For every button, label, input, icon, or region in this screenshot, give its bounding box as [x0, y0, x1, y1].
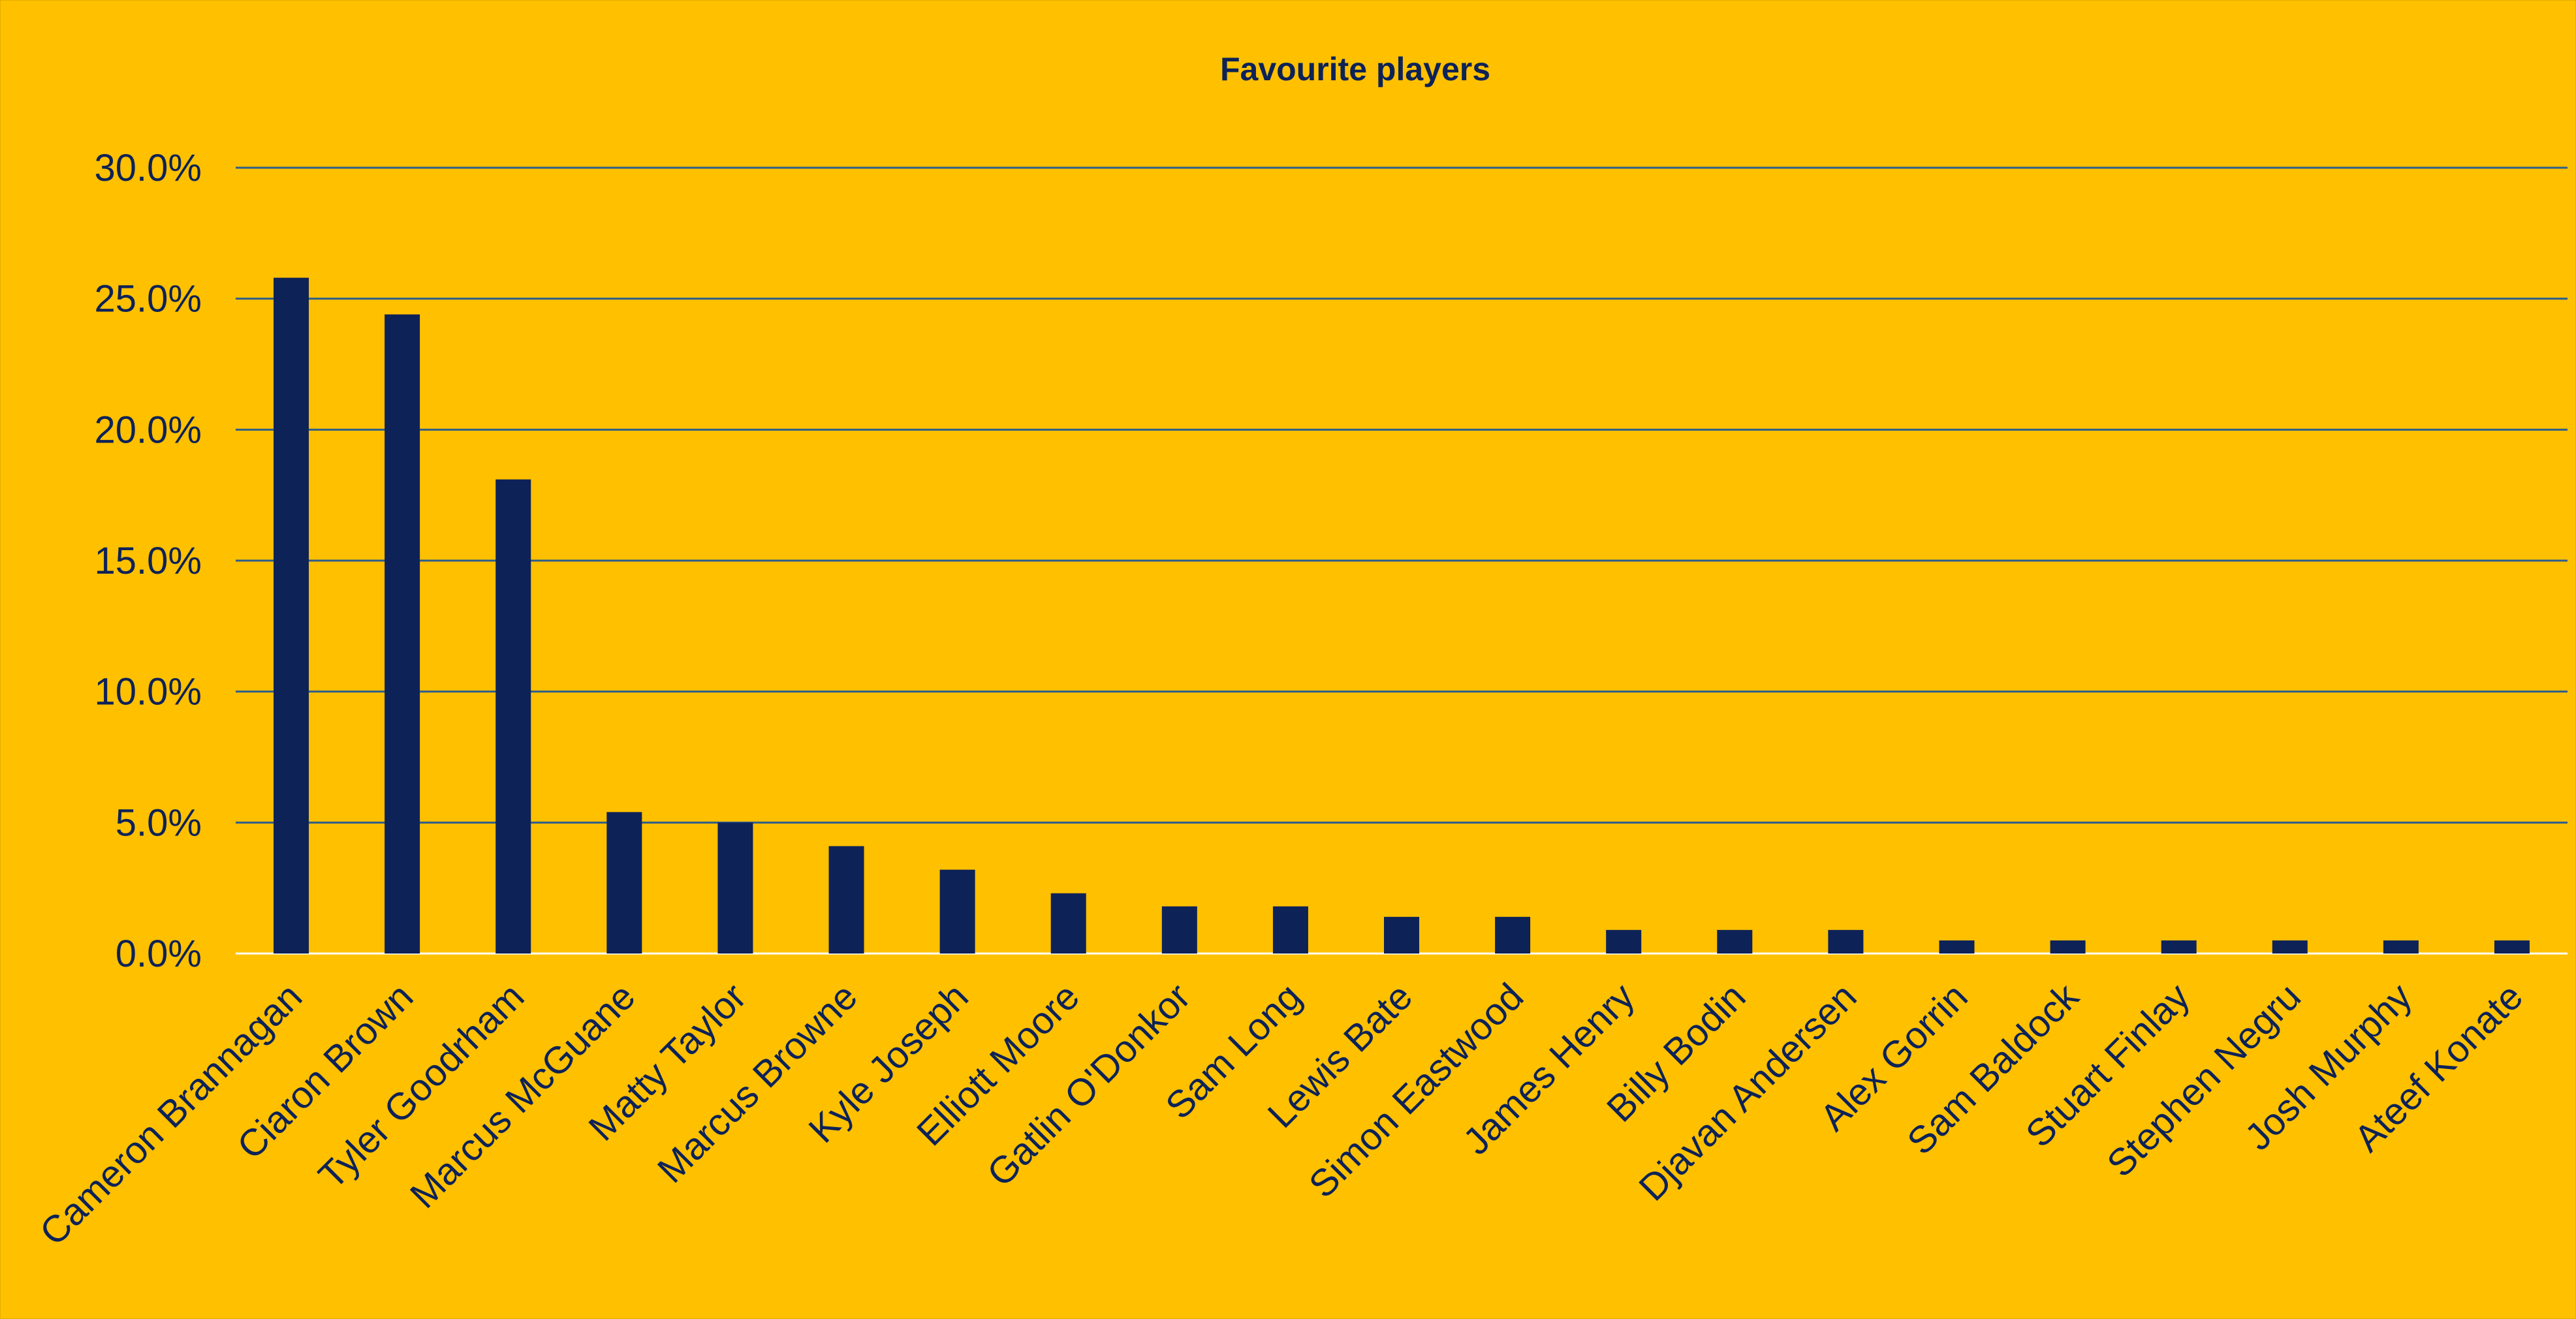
- bars: [274, 277, 2530, 954]
- bar: [1272, 906, 1308, 954]
- bar: [1384, 916, 1419, 954]
- bar: [1717, 929, 1753, 954]
- bar: [1939, 940, 1975, 954]
- x-tick-label: Tyler Goodrham: [310, 975, 532, 1197]
- x-tick-label: Stephen Negru: [2099, 975, 2309, 1185]
- gridlines: [236, 166, 2568, 955]
- bar: [2272, 940, 2308, 954]
- y-tick-label: 30.0%: [95, 147, 202, 189]
- chart-title: Favourite players: [1220, 51, 1490, 87]
- bar: [1495, 916, 1531, 954]
- bar: [1161, 906, 1197, 954]
- bar: [939, 869, 975, 954]
- bar: [828, 846, 864, 954]
- bar: [274, 277, 309, 954]
- bar: [2161, 940, 2197, 954]
- bar: [2383, 940, 2419, 954]
- bar: [1050, 893, 1086, 954]
- bar: [606, 812, 642, 954]
- y-tick-label: 15.0%: [95, 540, 202, 582]
- y-tick-label: 25.0%: [95, 278, 202, 320]
- bar: [1606, 929, 1642, 954]
- y-tick-label: 10.0%: [95, 671, 202, 713]
- bar: [2494, 940, 2530, 954]
- bar: [1828, 929, 1864, 954]
- bar: [717, 822, 753, 954]
- x-tick-label: Marcus Browne: [650, 975, 866, 1191]
- y-tick-label: 20.0%: [95, 409, 202, 451]
- bar: [495, 479, 531, 954]
- x-tick-label: Gatlin O'Donkor: [979, 975, 1199, 1194]
- y-axis-tick-labels: 0.0% 5.0% 10.0% 15.0% 20.0% 25.0% 30.0%: [95, 147, 202, 975]
- y-tick-label: 5.0%: [116, 801, 202, 844]
- bar: [2050, 940, 2086, 954]
- bar: [385, 314, 420, 954]
- y-tick-label: 0.0%: [116, 933, 202, 975]
